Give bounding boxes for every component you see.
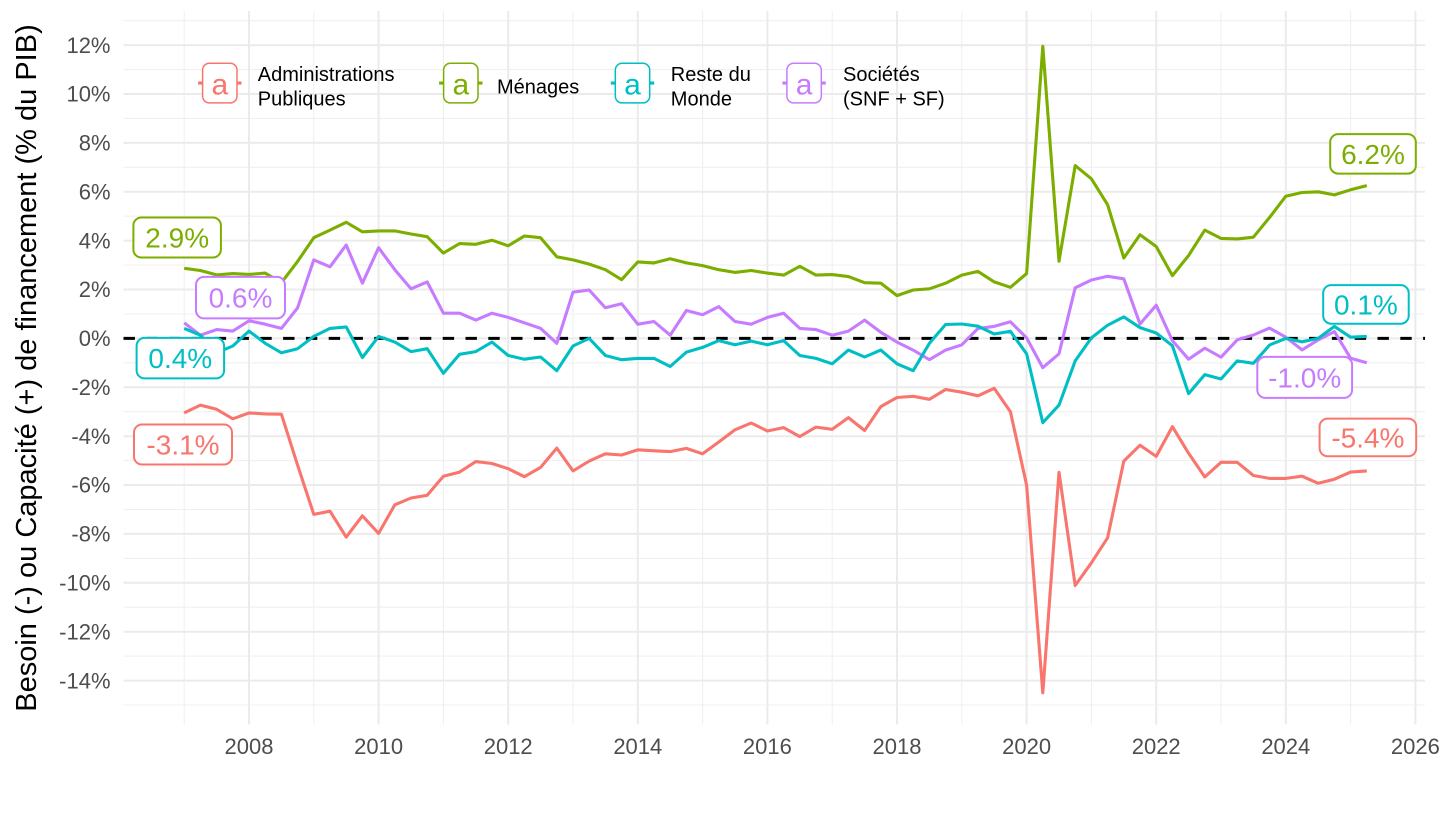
svg-text:a: a — [624, 69, 641, 102]
svg-text:2%: 2% — [79, 277, 111, 302]
svg-text:Administrations: Administrations — [258, 64, 395, 86]
svg-text:-2%: -2% — [71, 375, 110, 400]
svg-text:4%: 4% — [79, 228, 111, 253]
svg-text:2020: 2020 — [1002, 734, 1051, 759]
svg-text:2018: 2018 — [873, 734, 922, 759]
svg-text:a: a — [796, 69, 813, 102]
svg-text:Ménages: Ménages — [497, 76, 579, 98]
svg-text:-12%: -12% — [59, 619, 110, 644]
svg-text:-6%: -6% — [71, 473, 110, 498]
svg-text:2010: 2010 — [354, 734, 403, 759]
svg-text:2024: 2024 — [1261, 734, 1310, 759]
svg-text:8%: 8% — [79, 131, 111, 156]
svg-text:-5.4%: -5.4% — [1331, 423, 1404, 454]
svg-text:2.9%: 2.9% — [145, 223, 209, 254]
svg-text:-4%: -4% — [71, 424, 110, 449]
svg-text:2012: 2012 — [484, 734, 533, 759]
svg-text:-8%: -8% — [71, 522, 110, 547]
svg-text:-10%: -10% — [59, 571, 110, 596]
svg-text:2026: 2026 — [1391, 734, 1440, 759]
svg-text:0.4%: 0.4% — [148, 343, 212, 374]
svg-text:Reste du: Reste du — [671, 64, 751, 86]
svg-text:2008: 2008 — [225, 734, 274, 759]
svg-text:Sociétés: Sociétés — [843, 64, 920, 86]
svg-text:-3.1%: -3.1% — [146, 430, 219, 461]
svg-text:a: a — [211, 69, 228, 102]
svg-text:2014: 2014 — [613, 734, 662, 759]
svg-text:2016: 2016 — [743, 734, 792, 759]
svg-text:-1.0%: -1.0% — [1268, 362, 1341, 393]
svg-text:Publiques: Publiques — [258, 89, 346, 111]
svg-text:6.2%: 6.2% — [1341, 139, 1405, 170]
svg-text:6%: 6% — [79, 180, 111, 205]
svg-text:a: a — [452, 69, 469, 102]
svg-text:Monde: Monde — [671, 89, 732, 111]
svg-text:-14%: -14% — [59, 668, 110, 693]
svg-text:0%: 0% — [79, 326, 111, 351]
svg-text:Besoin (-) ou Capacité (+) de: Besoin (-) ou Capacité (+) de financemen… — [11, 24, 43, 711]
svg-text:0.1%: 0.1% — [1334, 289, 1398, 320]
svg-text:12%: 12% — [66, 33, 110, 58]
svg-text:(SNF + SF): (SNF + SF) — [843, 89, 945, 111]
svg-text:2022: 2022 — [1132, 734, 1181, 759]
svg-text:10%: 10% — [66, 82, 110, 107]
svg-text:0.6%: 0.6% — [209, 283, 273, 314]
